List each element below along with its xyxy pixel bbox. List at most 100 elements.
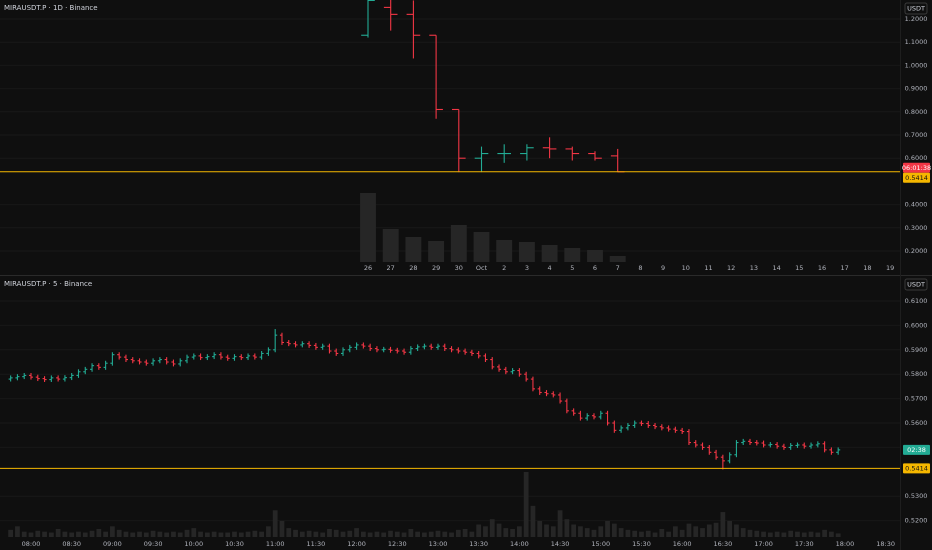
- volume-bar: [422, 532, 427, 537]
- volume-bar: [42, 531, 47, 537]
- volume-bar: [518, 242, 535, 262]
- volume-bar: [232, 531, 237, 537]
- volume-bar: [489, 519, 495, 537]
- x-tick-label: 8: [638, 264, 642, 272]
- y-tick-label: 0.5300: [905, 492, 928, 500]
- x-tick-label: 15:30: [632, 540, 651, 548]
- x-tick-label: 12:30: [388, 540, 407, 548]
- y-tick-label: 0.4000: [905, 201, 928, 209]
- y-tick-label: 0.6000: [905, 321, 928, 329]
- volume-bar: [537, 520, 543, 537]
- y-tick-label: 0.5700: [905, 395, 928, 403]
- volume-bar: [48, 532, 54, 537]
- volume-bar: [652, 532, 658, 537]
- x-tick-label: 15:00: [591, 540, 610, 548]
- x-tick-label: 16:30: [713, 540, 732, 548]
- volume-bar: [405, 237, 422, 262]
- x-tick-label: 14:00: [510, 540, 529, 548]
- x-tick-label: 10: [682, 264, 690, 272]
- volume-bar: [829, 531, 834, 537]
- y-tick-label: 1.2000: [905, 15, 928, 23]
- volume-bar: [679, 529, 685, 537]
- chart-title: MIRAUSDT.P · 5 · Binance: [4, 280, 92, 288]
- volume-bar: [293, 529, 298, 537]
- volume-bar: [327, 528, 332, 537]
- volume-bar: [428, 531, 434, 537]
- volume-bar: [28, 532, 34, 537]
- volume-bar: [835, 533, 841, 537]
- volume-bar: [788, 530, 794, 537]
- volume-bar: [639, 531, 644, 537]
- volume-bar: [530, 505, 536, 537]
- volume-bar: [659, 528, 665, 537]
- volume-bar: [761, 531, 766, 537]
- volume-bar: [435, 530, 441, 537]
- volume-bar: [693, 526, 699, 537]
- volume-bar: [598, 526, 604, 537]
- volume-bar: [673, 526, 678, 537]
- volume-bar: [442, 531, 448, 537]
- x-tick-label: 12:00: [347, 540, 366, 548]
- volume-bar: [252, 530, 258, 537]
- volume-bar: [360, 531, 366, 537]
- volume-bar: [415, 531, 421, 537]
- volume-bar: [225, 532, 231, 537]
- volume-bar: [564, 519, 570, 537]
- x-tick-label: 10:30: [225, 540, 244, 548]
- volume-bar: [747, 529, 753, 537]
- plot-area: [8, 329, 841, 537]
- volume-bar: [503, 528, 509, 537]
- x-tick-label: 08:00: [22, 540, 41, 548]
- volume-bar: [700, 528, 705, 537]
- volume-bar: [618, 528, 624, 537]
- volume-bar: [645, 530, 651, 537]
- volume-bar: [734, 524, 739, 537]
- volume-bar: [727, 520, 733, 537]
- volume-bar: [279, 520, 285, 537]
- volume-bar: [605, 520, 610, 537]
- volume-bar: [286, 528, 292, 537]
- volume-bar: [578, 526, 583, 537]
- volume-bar: [354, 528, 359, 537]
- x-tick-label: 28: [409, 264, 417, 272]
- volume-bar: [462, 528, 468, 537]
- plot-area: [360, 0, 626, 262]
- x-tick-label: 4: [548, 264, 552, 272]
- volume-bar: [306, 530, 312, 537]
- volume-bar: [632, 530, 638, 537]
- x-tick-label: 14:30: [551, 540, 570, 548]
- volume-bar: [272, 510, 278, 537]
- volume-bar: [469, 531, 475, 537]
- countdown-label: 02:38: [907, 446, 926, 454]
- x-tick-label: 14: [772, 264, 780, 272]
- volume-bar: [557, 510, 563, 537]
- volume-bar: [238, 532, 244, 537]
- volume-bar: [198, 531, 203, 537]
- volume-bar: [259, 531, 264, 537]
- volume-bar: [15, 526, 20, 537]
- x-tick-label: 09:00: [103, 540, 122, 548]
- price-label: 0.5414: [905, 464, 928, 472]
- volume-bar: [544, 524, 549, 537]
- volume-bar: [381, 532, 387, 537]
- y-tick-label: 0.2000: [905, 247, 928, 255]
- volume-bar: [510, 528, 515, 537]
- volume-bar: [62, 531, 68, 537]
- countdown-box: [903, 444, 930, 455]
- volume-bar: [191, 528, 197, 537]
- volume-bar: [408, 528, 414, 537]
- volume-bar: [320, 532, 326, 537]
- volume-bar: [21, 531, 27, 537]
- volume-bar: [116, 529, 122, 537]
- volume-bar: [388, 530, 393, 537]
- volume-bar: [686, 523, 692, 537]
- x-tick-label: Oct: [476, 264, 488, 272]
- volume-bar: [177, 532, 183, 537]
- volume-bar: [476, 524, 482, 537]
- y-tick-label: 0.5900: [905, 346, 928, 354]
- x-tick-label: 15: [795, 264, 803, 272]
- volume-bar: [550, 526, 556, 537]
- volume-bar: [496, 523, 502, 537]
- volume-bar: [591, 529, 597, 537]
- x-tick-label: 10:00: [184, 540, 203, 548]
